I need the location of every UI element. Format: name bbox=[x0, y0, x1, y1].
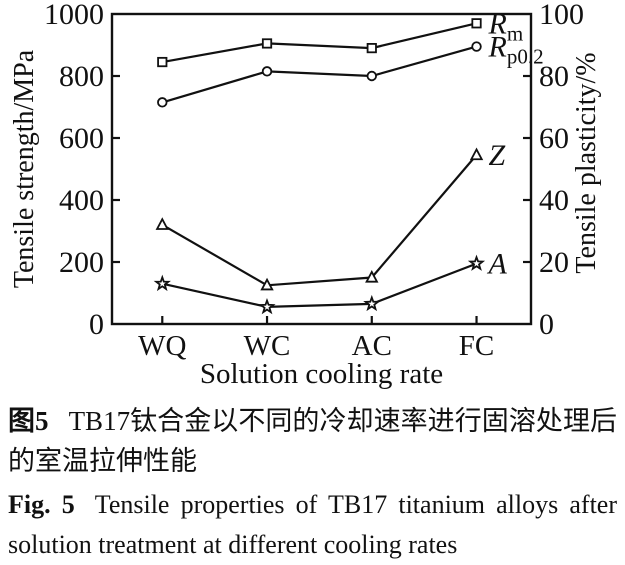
y-tick-label-left: 1000 bbox=[44, 0, 104, 31]
chart-area: 0 200 400 600 800 1000 0 20 40 60 80 100 WQ WC AC FC Sol… bbox=[9, 0, 602, 390]
y-tick-label-right: 40 bbox=[539, 184, 569, 217]
marker-triangle bbox=[365, 269, 379, 283]
caption-english: Fig. 5 Tensile properties of TB17 titaniu… bbox=[8, 485, 617, 565]
series-line-Rm bbox=[162, 22, 477, 64]
series-Rm: Rm bbox=[157, 7, 524, 68]
series-Rp0.2: Rp0.2 bbox=[157, 31, 544, 108]
caption-chinese: 图5 TB17钛合金以不同的冷却速率进行固溶处理后的室温拉伸性能 bbox=[8, 401, 617, 481]
y-tick-label-right: 100 bbox=[539, 0, 584, 31]
y-tick-label-right: 20 bbox=[539, 246, 569, 279]
marker-triangle bbox=[155, 217, 169, 230]
marker-circle bbox=[366, 70, 377, 82]
marker-circle bbox=[261, 66, 273, 77]
marker-square bbox=[261, 38, 273, 49]
y-tick-label-left: 0 bbox=[89, 308, 104, 341]
series-label-Z: Z bbox=[489, 139, 506, 172]
marker-triangle bbox=[260, 277, 274, 291]
caption-zh-text: TB17钛合金以不同的冷却速率进行固溶处理后的室温拉伸性能 bbox=[8, 406, 617, 476]
marker-circle bbox=[157, 97, 168, 108]
y-tick-label-right: 80 bbox=[539, 60, 569, 93]
marker-square bbox=[366, 43, 377, 54]
caption-zh-label: 图5 bbox=[8, 406, 49, 436]
tensile-properties-chart: 0 200 400 600 800 1000 0 20 40 60 80 100 WQ WC AC FC Sol… bbox=[44, 0, 584, 390]
y-axis-title-right: Tensile plasticity/% bbox=[571, 52, 602, 274]
series-line-Rp0.2 bbox=[161, 45, 477, 104]
y-axis-title-left: Tensile strength/MPa bbox=[9, 49, 40, 289]
series-label-Rm: Rm bbox=[488, 7, 524, 45]
caption-en-label: Fig. 5 bbox=[8, 490, 75, 519]
x-axis-title: Solution cooling rate bbox=[200, 358, 443, 390]
y-tick-label-left: 400 bbox=[59, 184, 104, 217]
series-label-A: A bbox=[487, 248, 508, 281]
y-tick-label-left: 200 bbox=[59, 246, 104, 279]
x-tick-label: WC bbox=[244, 330, 291, 362]
series-line-Z bbox=[161, 154, 478, 287]
x-tick-label: WQ bbox=[138, 330, 186, 362]
y-tick-label-left: 800 bbox=[59, 60, 104, 93]
x-tick-label: FC bbox=[459, 330, 494, 362]
caption-en-text: Tensile properties of TB17 titanium allo… bbox=[8, 490, 617, 559]
series-line-A bbox=[162, 262, 477, 309]
series-Z: Z bbox=[155, 139, 506, 291]
x-tick-label: AC bbox=[352, 330, 392, 362]
marker-star bbox=[258, 298, 276, 315]
y-tick-label-right: 0 bbox=[539, 308, 554, 341]
y-tick-label-right: 60 bbox=[539, 122, 569, 155]
marker-triangle bbox=[469, 147, 484, 161]
series-A: A bbox=[153, 248, 508, 315]
plot-border bbox=[110, 12, 533, 326]
marker-circle bbox=[471, 41, 482, 52]
marker-square bbox=[471, 18, 482, 29]
marker-star bbox=[363, 294, 381, 312]
marker-square bbox=[157, 56, 168, 68]
y-tick-label-left: 600 bbox=[59, 122, 104, 155]
marker-star bbox=[467, 254, 486, 271]
figure-caption: 图5 TB17钛合金以不同的冷却速率进行固溶处理后的室温拉伸性能 Fig. 5 Te… bbox=[0, 401, 625, 565]
series-label-Rp0.2: Rp0.2 bbox=[488, 31, 544, 69]
marker-star bbox=[153, 274, 171, 292]
